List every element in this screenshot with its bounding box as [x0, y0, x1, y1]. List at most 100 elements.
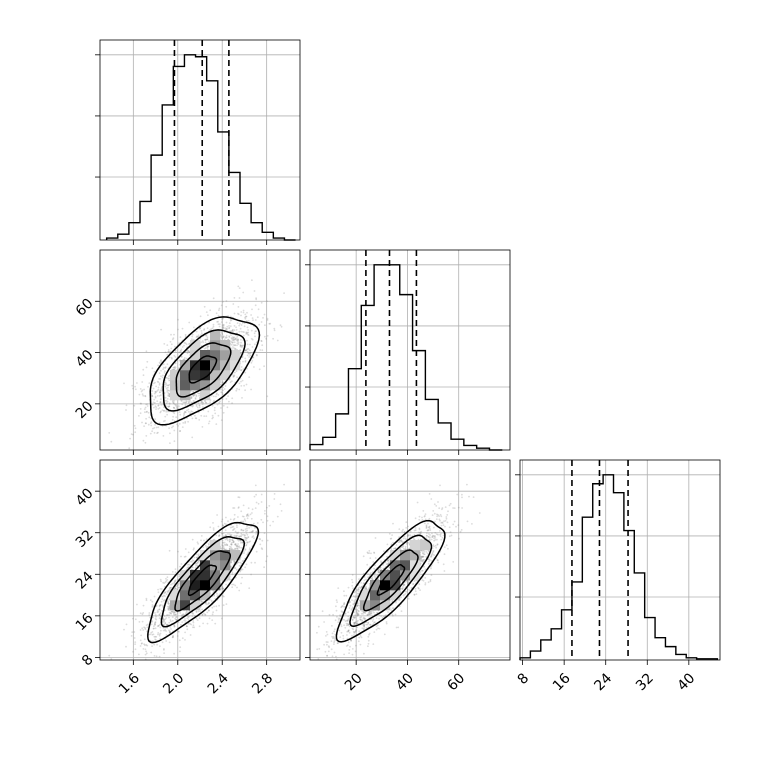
- sample-point: [151, 606, 154, 608]
- sample-point: [164, 591, 167, 593]
- sample-point: [152, 627, 155, 630]
- sample-point: [220, 419, 223, 421]
- sample-point: [151, 600, 154, 603]
- sample-point: [215, 605, 218, 608]
- sample-point: [240, 546, 243, 549]
- sample-point: [228, 322, 231, 325]
- sample-point: [221, 544, 224, 547]
- sample-point: [170, 343, 173, 346]
- sample-point: [211, 600, 213, 603]
- sample-point: [128, 447, 131, 450]
- sample-point: [146, 360, 149, 363]
- sample-point: [206, 611, 209, 614]
- sample-point: [273, 498, 276, 500]
- sample-point: [220, 336, 223, 338]
- sample-point: [145, 652, 148, 655]
- sample-point: [166, 405, 168, 408]
- sample-point: [177, 586, 180, 589]
- sample-point: [189, 634, 192, 636]
- sample-point: [222, 317, 225, 320]
- sample-point: [159, 588, 162, 590]
- sample-point: [173, 429, 176, 432]
- sample-point: [202, 406, 204, 408]
- sample-point: [143, 425, 146, 427]
- sample-point: [110, 658, 113, 660]
- sample-point: [202, 341, 205, 344]
- sample-point: [197, 560, 200, 563]
- sample-point: [231, 397, 234, 400]
- sample-point: [159, 360, 162, 362]
- sample-point: [241, 345, 244, 347]
- sample-point: [367, 622, 370, 624]
- sample-point: [266, 317, 269, 320]
- sample-point: [241, 344, 244, 347]
- sample-point: [192, 395, 195, 397]
- sample-point: [233, 344, 236, 347]
- sample-point: [204, 613, 206, 616]
- sample-point: [173, 580, 176, 583]
- sample-point: [248, 541, 251, 543]
- sample-point: [436, 543, 439, 546]
- sample-point: [401, 579, 404, 582]
- sample-point: [236, 544, 239, 547]
- sample-point: [215, 609, 218, 612]
- sample-point: [206, 603, 209, 605]
- sample-point: [125, 404, 128, 407]
- sample-point: [233, 507, 236, 509]
- sample-point: [149, 633, 152, 636]
- sample-point: [456, 493, 459, 496]
- sample-point: [163, 582, 166, 584]
- sample-point: [158, 613, 161, 616]
- sample-point: [233, 347, 236, 349]
- sample-point: [159, 645, 161, 648]
- sample-point: [248, 356, 251, 358]
- sample-point: [459, 530, 462, 533]
- sample-point: [221, 587, 224, 590]
- sample-point: [182, 422, 185, 424]
- sample-point: [394, 547, 397, 550]
- density-cell: [190, 340, 201, 351]
- sample-point: [234, 584, 237, 587]
- sample-point: [218, 534, 221, 537]
- sample-point: [156, 609, 159, 612]
- sample-point: [203, 347, 206, 350]
- sample-point: [167, 623, 169, 626]
- y-tick-label: 24: [73, 569, 97, 593]
- sample-point: [207, 542, 210, 545]
- sample-point: [154, 396, 157, 399]
- sample-point: [205, 602, 207, 604]
- sample-point: [220, 388, 222, 391]
- sample-point: [188, 410, 190, 413]
- sample-point: [358, 578, 360, 580]
- sample-point: [176, 584, 179, 587]
- density-cell: [200, 550, 211, 561]
- sample-point: [255, 341, 258, 344]
- sample-point: [222, 524, 224, 526]
- sample-point: [257, 502, 260, 505]
- sample-point: [427, 529, 430, 531]
- sample-point: [179, 430, 181, 433]
- sample-point: [171, 357, 173, 360]
- sample-point: [171, 426, 173, 429]
- sample-point: [353, 602, 356, 604]
- sample-point: [171, 611, 174, 613]
- sample-point: [193, 326, 195, 329]
- sample-point: [177, 318, 179, 321]
- histogram-panel-1: [95, 39, 301, 245]
- sample-point: [224, 327, 227, 330]
- sample-point: [239, 546, 241, 549]
- sample-point: [160, 375, 162, 378]
- sample-point: [333, 637, 336, 639]
- sample-point: [170, 333, 172, 336]
- sample-point: [240, 535, 242, 537]
- sample-point: [195, 405, 198, 407]
- sample-point: [256, 531, 258, 533]
- sample-point: [210, 394, 213, 397]
- sample-point: [168, 402, 171, 405]
- sample-point: [185, 401, 188, 404]
- sample-point: [157, 625, 160, 627]
- sample-point: [167, 349, 170, 351]
- sample-point: [239, 540, 242, 542]
- sample-point: [208, 543, 210, 546]
- contour-0.5-sigma: [188, 355, 218, 384]
